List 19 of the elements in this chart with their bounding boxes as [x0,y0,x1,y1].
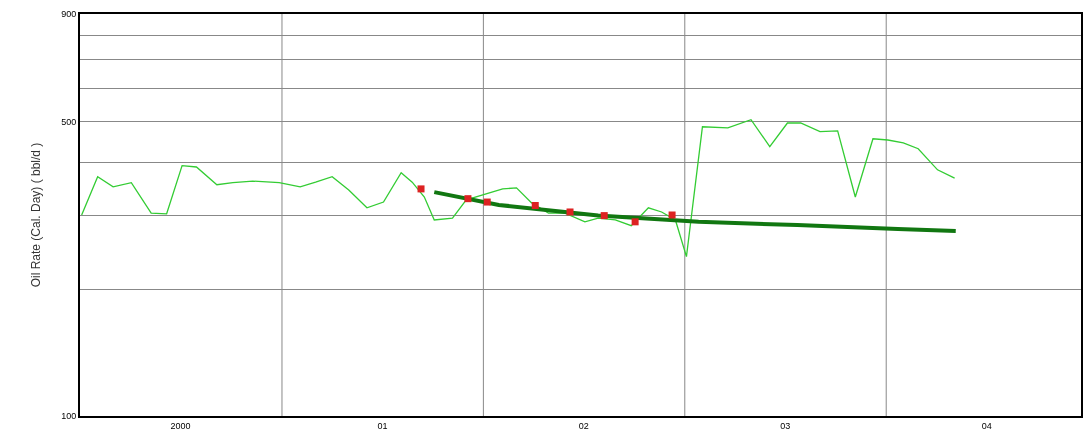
y-tick-label: 900 [61,9,77,20]
y-tick-label: 100 [61,411,77,422]
point [600,212,608,220]
point [668,211,676,219]
x-tick-label: 2000 [170,420,191,431]
point [483,198,491,206]
point [464,195,472,203]
x-tick-label: 03 [780,420,791,431]
x-tick-label: 02 [578,420,589,431]
x-tick-label: 01 [377,420,388,431]
point [631,218,639,226]
point [417,185,425,193]
y-tick-label: 500 [61,116,77,127]
point [566,208,574,216]
point [531,201,539,209]
x-tick-label: 04 [981,420,992,431]
line-series [81,119,956,258]
line-series [432,190,958,233]
y-axis-title: Oil Rate (Cal. Day) ( bbl/d ) [28,142,43,288]
